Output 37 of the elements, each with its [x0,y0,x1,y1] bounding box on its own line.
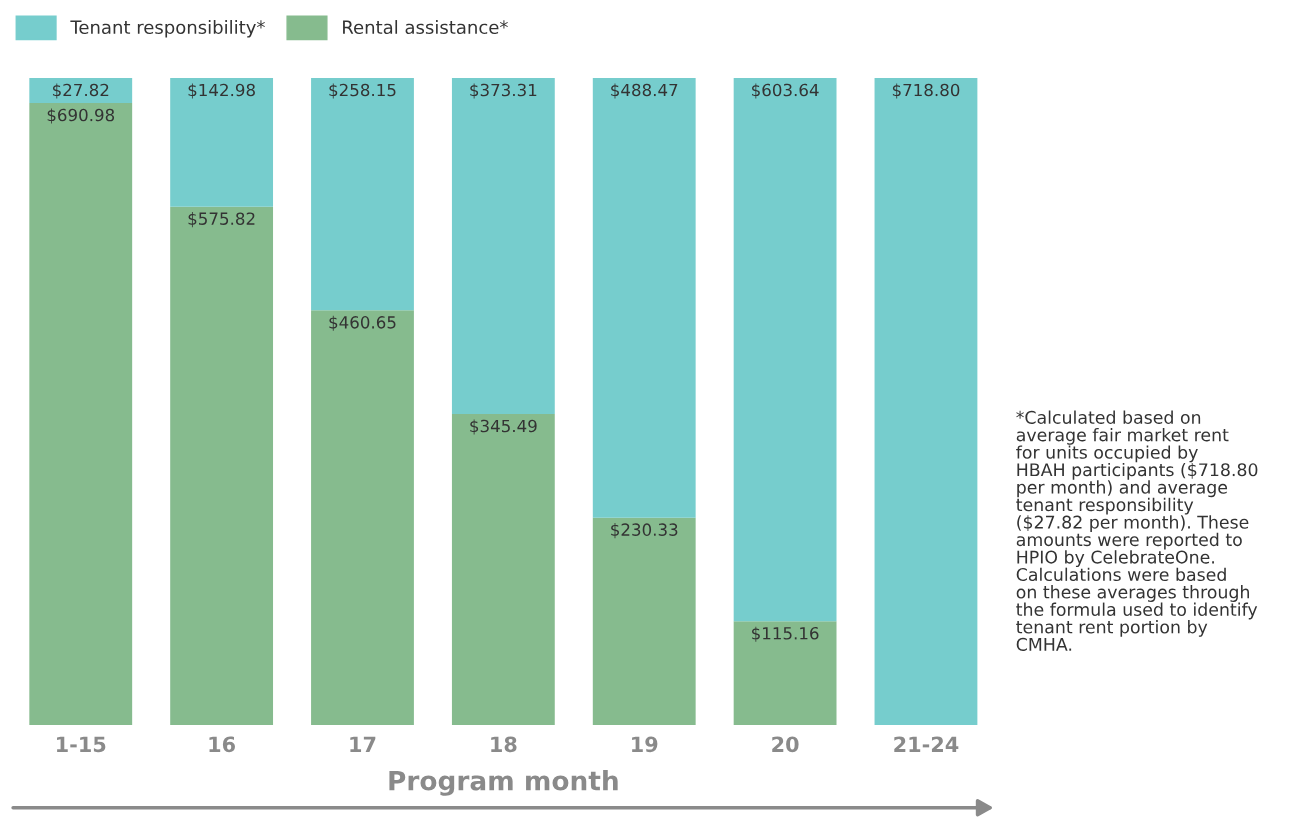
bar [29,78,133,104]
bar [311,78,414,311]
bar [451,78,555,414]
bar [733,621,837,725]
bar [170,206,274,725]
bar [733,78,837,622]
bar [170,78,274,207]
text: *Calculated based on average fair market rent for units occupied by HBAH participants ($718.80 per month) and average tenant responsibility ($27.82 per month). These amounts were reported to HPIO by CelebrateOne. Calculations were based on these averages through the formula used to identify tenant rent portion by CMHA. [1016,410,1258,651]
legend-label: Rental assistance* [343,20,508,35]
bar [592,78,696,518]
bar [29,103,133,725]
data-label: $488.47 [611,83,678,99]
x-axis-title: Program month [389,770,618,796]
data-label: $373.31 [470,83,537,99]
data-label: $142.98 [188,83,255,99]
bar [874,78,978,725]
bar [592,517,696,725]
x-tick-label: 1-15 [57,736,106,753]
data-label: $115.16 [752,626,819,642]
data-label: $230.33 [611,523,678,539]
data-label: $575.82 [188,212,255,228]
data-label: $345.49 [470,419,537,435]
x-tick-label: 19 [632,736,658,753]
x-tick-label: 16 [209,736,235,753]
data-label: $258.15 [329,83,396,99]
data-label: $460.65 [329,315,396,331]
legend-label: Tenant responsibility* [70,20,265,38]
x-tick-label: 18 [491,736,517,753]
x-tick-label: 21-24 [894,736,959,752]
bar [311,310,414,725]
bar [451,413,555,725]
data-label: $718.80 [892,83,960,99]
x-tick-label: 20 [772,736,799,753]
x-tick-label: 17 [350,736,376,752]
data-label: $690.98 [47,108,115,124]
data-label: $27.82 [52,83,109,99]
data-label: $603.64 [752,83,819,99]
